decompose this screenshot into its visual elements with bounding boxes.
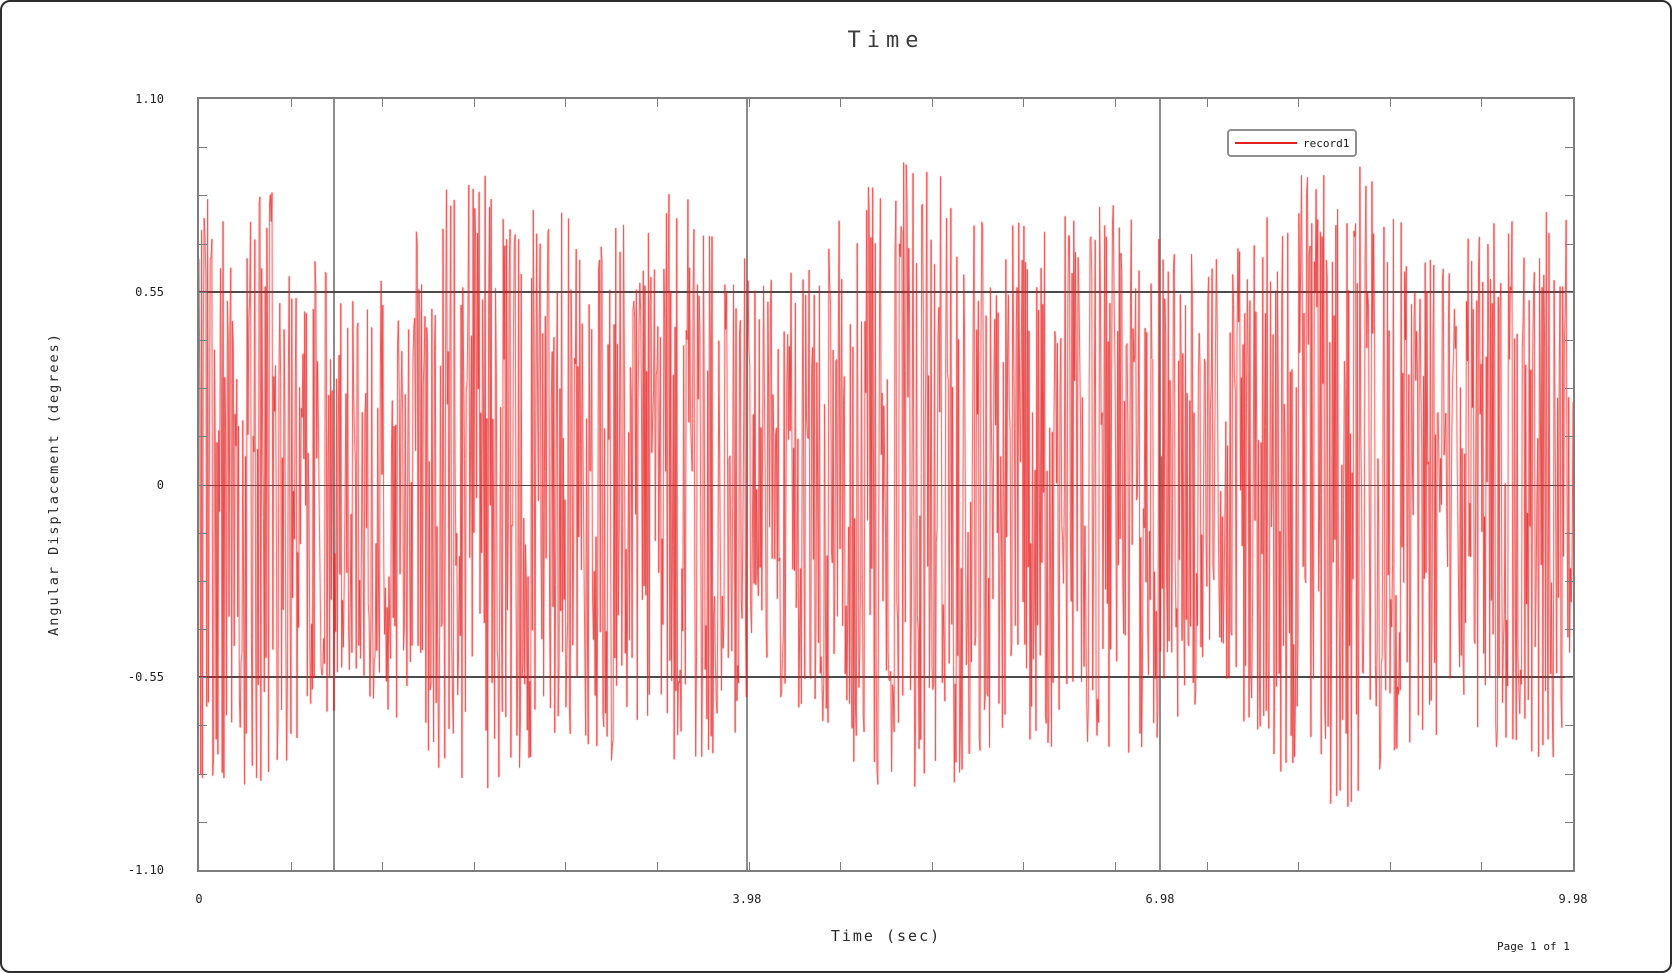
page-indicator: Page 1 of 1 bbox=[1497, 940, 1570, 953]
minor-tick bbox=[199, 436, 207, 438]
y-tick-label: 1.10 bbox=[135, 92, 164, 106]
minor-tick bbox=[1023, 99, 1025, 107]
minor-tick bbox=[199, 677, 207, 679]
minor-tick bbox=[657, 862, 658, 870]
minor-tick bbox=[1115, 99, 1116, 107]
minor-tick bbox=[1565, 532, 1573, 534]
minor-tick bbox=[1206, 99, 1208, 107]
minor-tick bbox=[1565, 580, 1573, 582]
minor-tick bbox=[199, 147, 207, 149]
minor-tick bbox=[840, 862, 842, 870]
x-tick-label: 9.98 bbox=[1558, 892, 1588, 906]
minor-tick bbox=[1298, 99, 1300, 107]
minor-tick bbox=[199, 773, 207, 775]
x-tick-label: 3.98 bbox=[732, 892, 762, 906]
minor-tick bbox=[1565, 484, 1573, 486]
chart-title: Time bbox=[847, 28, 925, 53]
y-tick-label: 0 bbox=[156, 477, 164, 492]
minor-tick bbox=[1115, 862, 1116, 870]
minor-tick bbox=[382, 99, 384, 107]
minor-tick bbox=[748, 99, 750, 107]
minor-tick bbox=[931, 862, 933, 870]
minor-tick bbox=[565, 862, 567, 870]
minor-tick bbox=[473, 862, 475, 870]
x-tick-label: 0 bbox=[195, 892, 203, 906]
minor-tick bbox=[1023, 862, 1025, 870]
minor-tick bbox=[1298, 862, 1300, 870]
minor-tick bbox=[199, 725, 207, 727]
minor-tick bbox=[1206, 862, 1208, 870]
minor-tick bbox=[1565, 291, 1573, 293]
minor-tick bbox=[199, 388, 207, 390]
minor-tick bbox=[199, 580, 207, 582]
minor-tick bbox=[657, 99, 658, 107]
minor-tick bbox=[1565, 821, 1573, 823]
minor-tick bbox=[1565, 195, 1573, 197]
y-axis-title: Angular Displacement (degrees) bbox=[46, 332, 62, 636]
minor-tick bbox=[199, 195, 207, 197]
minor-tick bbox=[1565, 388, 1573, 390]
minor-tick bbox=[199, 243, 207, 245]
minor-tick bbox=[1565, 436, 1573, 438]
minor-tick bbox=[382, 862, 384, 870]
minor-tick bbox=[1565, 629, 1573, 631]
x-tick-label: 6.98 bbox=[1145, 892, 1175, 906]
minor-tick bbox=[1565, 147, 1573, 149]
minor-tick bbox=[1389, 99, 1391, 107]
minor-tick bbox=[931, 99, 933, 107]
minor-tick bbox=[1481, 99, 1483, 107]
minor-tick bbox=[1565, 339, 1573, 341]
minor-tick bbox=[1565, 773, 1573, 775]
x-axis-title: Time (sec) bbox=[830, 927, 942, 945]
plot-area: record1 bbox=[197, 97, 1575, 872]
minor-tick bbox=[1481, 862, 1483, 870]
minor-tick bbox=[473, 99, 475, 107]
minor-tick bbox=[199, 532, 207, 534]
minor-tick bbox=[290, 862, 292, 870]
minor-tick bbox=[1565, 677, 1573, 679]
minor-tick bbox=[199, 484, 207, 486]
y-tick-label: -1.10 bbox=[127, 863, 164, 877]
y-tick-label: -0.55 bbox=[127, 670, 164, 685]
minor-tick bbox=[1565, 725, 1573, 727]
y-tick-label: 0.55 bbox=[135, 284, 164, 299]
minor-tick bbox=[1565, 243, 1573, 245]
minor-tick bbox=[290, 99, 292, 107]
minor-tick bbox=[748, 862, 750, 870]
minor-tick bbox=[565, 99, 567, 107]
minor-tick bbox=[199, 821, 207, 823]
minor-tick bbox=[199, 339, 207, 341]
minor-tick bbox=[199, 629, 207, 631]
minor-tick bbox=[1389, 862, 1391, 870]
minor-tick bbox=[840, 99, 842, 107]
waveform-canvas bbox=[199, 99, 1573, 870]
minor-tick bbox=[199, 291, 207, 293]
